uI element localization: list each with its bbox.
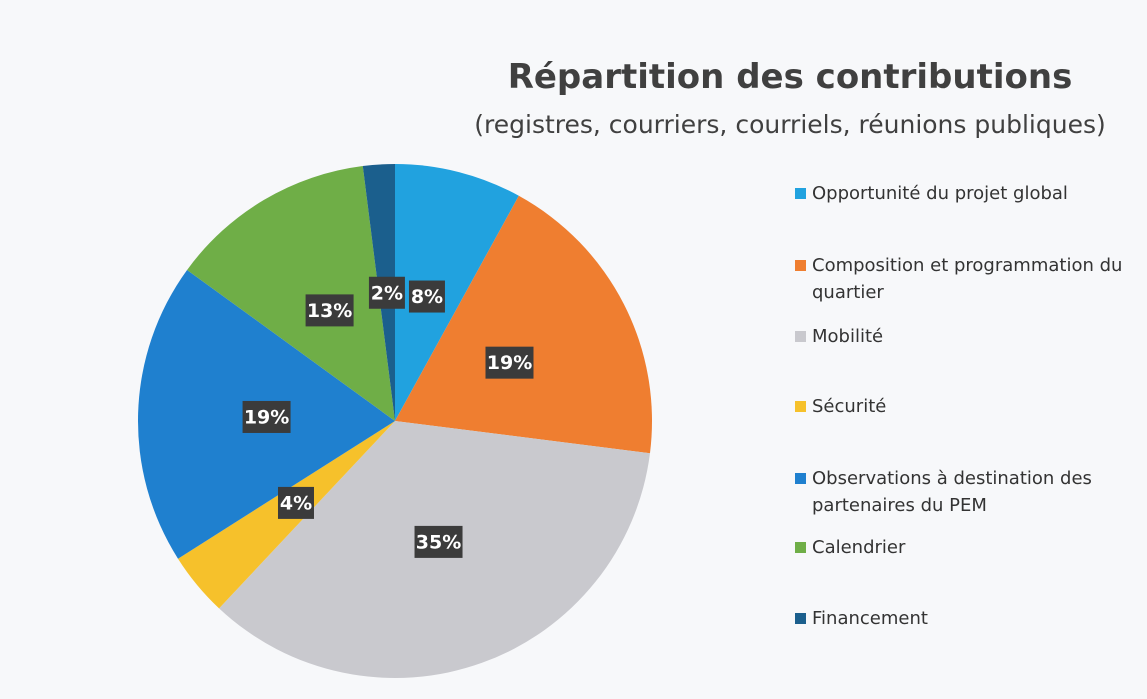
data-label: 13%: [307, 300, 352, 322]
chart-title: Répartition des contributions: [508, 57, 1073, 97]
data-label: 2%: [371, 282, 403, 304]
data-label-box: [242, 400, 291, 433]
legend-item: Composition et programmation du quartier: [795, 252, 1140, 306]
data-label: 19%: [244, 406, 289, 428]
legend-item: Mobilité: [795, 323, 883, 350]
data-label-box: [408, 280, 445, 313]
data-label-box: [414, 525, 463, 558]
data-label-box: [277, 486, 314, 519]
data-label: 4%: [280, 492, 312, 514]
legend-label: Composition et programmation du quartier: [812, 255, 1123, 303]
pie-slice: [187, 166, 395, 421]
data-label-box: [305, 294, 354, 327]
pie-slice: [395, 164, 519, 421]
data-label-box: [485, 346, 534, 379]
legend-item: Observations à destination des partenair…: [795, 465, 1140, 519]
legend-item: Calendrier: [795, 534, 905, 561]
legend-swatch: [795, 542, 806, 553]
chart-subtitle: (registres, courriers, courriels, réunio…: [474, 110, 1105, 139]
legend-item: Opportunité du projet global: [795, 180, 1068, 207]
legend-label: Observations à destination des partenair…: [812, 468, 1092, 516]
data-label: 8%: [411, 286, 443, 308]
legend-item: Sécurité: [795, 393, 886, 420]
legend-swatch: [795, 188, 806, 199]
legend-label: Sécurité: [812, 396, 887, 417]
pie-slice: [395, 195, 652, 454]
legend-swatch: [795, 331, 806, 342]
legend-swatch: [795, 401, 806, 412]
data-label: 35%: [416, 531, 461, 553]
data-label-box: [368, 276, 405, 309]
legend-item: Financement: [795, 605, 928, 632]
legend-label: Mobilité: [812, 326, 884, 347]
legend-label: Financement: [812, 608, 928, 629]
data-label: 19%: [487, 352, 532, 374]
legend-swatch: [795, 260, 806, 271]
legend-label: Calendrier: [812, 537, 906, 558]
legend-label: Opportunité du projet global: [812, 183, 1068, 204]
legend-swatch: [795, 473, 806, 484]
legend-swatch: [795, 613, 806, 624]
